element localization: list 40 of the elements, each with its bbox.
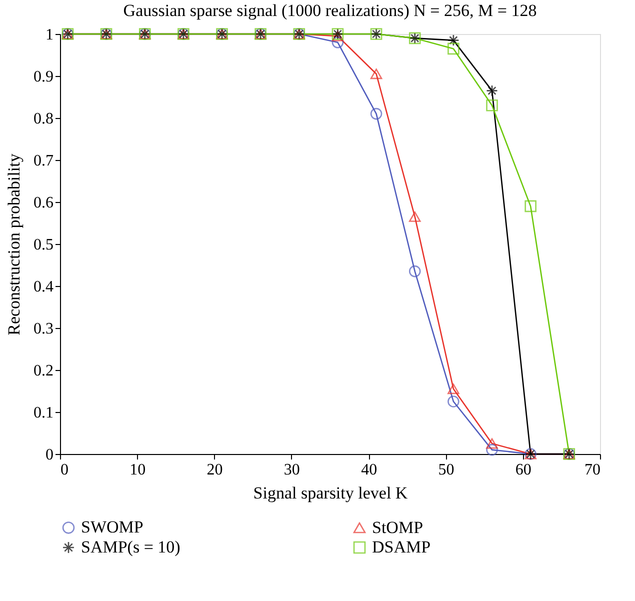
point — [332, 36, 344, 48]
x-tick-label: 40 — [361, 462, 378, 478]
y-tick-label: 0.3 — [34, 320, 54, 338]
point — [486, 444, 498, 456]
point — [448, 396, 460, 408]
x-tick-label: 20 — [206, 462, 223, 478]
x-tick-label: 10 — [130, 462, 146, 478]
y-tick-label: 0.5 — [34, 236, 54, 254]
point — [448, 384, 460, 394]
x-tick-label: 0 — [60, 462, 68, 478]
point — [486, 100, 498, 112]
legend-label: SWOMP — [81, 518, 144, 537]
y-tick-label: 0.9 — [34, 68, 54, 86]
point — [486, 84, 498, 97]
y-tick-label: 0.7 — [34, 152, 54, 170]
point — [370, 68, 382, 80]
legend-label: StOMP — [372, 518, 424, 537]
legend-label: DSAMP — [372, 538, 431, 556]
chart-title: Gaussian sparse signal (1000 realizations) N = 256, M = 128 — [123, 1, 537, 20]
x-tick-label: 30 — [284, 462, 300, 478]
x-tick-label: 50 — [438, 462, 454, 478]
point — [408, 212, 421, 222]
y-axis-title: Reconstruction probability — [4, 153, 24, 336]
point — [370, 108, 382, 120]
y-tick-label: 0.4 — [34, 278, 54, 296]
point — [448, 34, 460, 46]
y-tick-label: 0 — [46, 446, 54, 464]
y-tick-label: 0.2 — [34, 362, 54, 380]
y-tick-label: 1 — [46, 26, 54, 44]
y-tick-label: 0.8 — [34, 110, 54, 128]
legend-label: SAMP(s = 10) — [81, 538, 180, 556]
point — [408, 265, 421, 278]
point — [524, 200, 536, 212]
y-tick-label: 0.1 — [34, 404, 54, 422]
x-axis-title: Signal sparsity level K — [253, 484, 408, 502]
y-tick-label: 0.6 — [34, 194, 54, 212]
x-tick-label: 70 — [584, 462, 600, 478]
x-tick-label: 60 — [515, 462, 532, 478]
point — [486, 438, 498, 449]
point — [448, 42, 460, 55]
